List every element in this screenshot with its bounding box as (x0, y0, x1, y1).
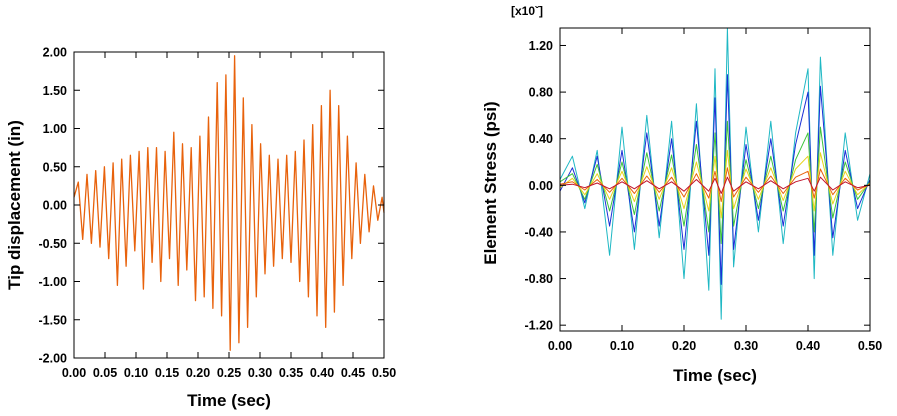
tip-displacement-y-tick-label: 2.00 (43, 46, 67, 60)
tip-displacement-x-tick-label: 0.45 (341, 366, 365, 380)
element-stress-y-tick-label: 0.00 (529, 179, 553, 193)
tip-displacement-y-tick-label: 1.50 (43, 84, 67, 98)
element-stress-y-axis-label: Element Stress (psi) (481, 101, 500, 264)
element-stress-y-tick-label: 1.20 (529, 39, 553, 53)
element-stress-chart: 0.00 0.10 0.20 0.30 0.40 0.50 -1.20 -0.80 -0.40… (481, 4, 882, 385)
element-stress-x-ticks: 0.00 0.10 0.20 0.30 0.40 0.50 (548, 28, 882, 353)
tip-displacement-x-tick-label: 0.25 (217, 366, 241, 380)
tip-displacement-y-tick-label: 0.00 (43, 199, 67, 213)
tip-displacement-y-tick-label: 1.00 (43, 122, 67, 136)
tip-displacement-x-tick-label: 0.20 (186, 366, 210, 380)
element-stress-y-tick-label: 0.80 (529, 86, 553, 100)
element-stress-x-tick-label: 0.40 (796, 339, 820, 353)
element-stress-plot-frame (559, 27, 871, 332)
element-stress-x-axis-label: Time (sec) (673, 366, 757, 385)
tip-displacement-x-tick-label: 0.50 (372, 366, 396, 380)
tip-displacement-y-tick-label: 0.50 (43, 160, 67, 174)
tip-displacement-chart: 0.00 0.05 0.10 0.15 0.20 0.25 0.30 0.35 0.40 0.45… (5, 46, 396, 411)
element-stress-x-tick-label: 0.00 (548, 339, 572, 353)
element-stress-x-tick-label: 0.10 (610, 339, 634, 353)
tip-displacement-x-tick-label: 0.30 (248, 366, 272, 380)
element-stress-y-tick-label: -0.40 (525, 225, 554, 239)
element-stress-x-tick-label: 0.20 (672, 339, 696, 353)
element-stress-series-line-5 (559, 176, 871, 194)
tip-displacement-y-ticks: -2.00 -1.50 -1.00 -0.50 0.00 0.50 1.00 1.50 2.00 (39, 46, 384, 366)
tip-displacement-y-tick-label: -2.00 (39, 352, 68, 366)
tip-displacement-series-line-0 (73, 55, 385, 351)
tip-displacement-x-tick-label: 0.40 (310, 366, 334, 380)
tip-displacement-y-axis-label: Tip displacement (in) (5, 120, 24, 290)
element-stress-x-tick-label: 0.30 (734, 339, 758, 353)
tip-displacement-y-tick-label: -0.50 (39, 237, 68, 251)
tip-displacement-x-tick-label: 0.15 (155, 366, 179, 380)
element-stress-series-line-4 (559, 167, 871, 203)
tip-displacement-x-tick-label: 0.00 (62, 366, 86, 380)
element-stress-y-ticks: -1.20 -0.80 -0.40 0.00 0.40 0.80 1.20 (525, 39, 870, 333)
element-stress-x-tick-label: 0.50 (858, 339, 882, 353)
tip-displacement-y-tick-label: -1.00 (39, 275, 68, 289)
tip-displacement-x-tick-label: 0.35 (279, 366, 303, 380)
tip-displacement-x-ticks: 0.00 0.05 0.10 0.15 0.20 0.25 0.30 0.35 0.40 0.45… (62, 52, 396, 380)
element-stress-y-tick-label: -1.20 (525, 319, 554, 333)
tip-displacement-x-tick-label: 0.05 (93, 366, 117, 380)
element-stress-y-tick-label: -0.80 (525, 272, 554, 286)
element-stress-series-line-2 (559, 120, 871, 245)
tip-displacement-x-axis-label: Time (sec) (187, 391, 271, 410)
element-stress-series-line-3 (559, 149, 871, 219)
tip-displacement-x-tick-label: 0.10 (124, 366, 148, 380)
tip-displacement-series-group (73, 55, 385, 351)
element-stress-y-tick-label: 0.40 (529, 132, 553, 146)
element-stress-series-group (559, 27, 871, 320)
tip-displacement-y-tick-label: -1.50 (39, 313, 68, 327)
element-stress-scale-label: [x10ˇ] (511, 4, 543, 18)
